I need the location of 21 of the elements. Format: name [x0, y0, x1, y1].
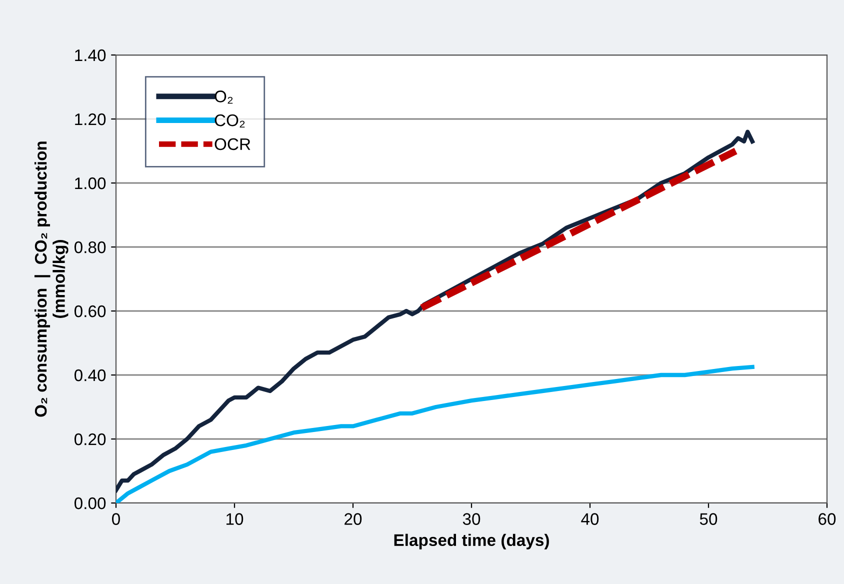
x-tick-label: 50	[700, 513, 718, 525]
x-tick-label: 60	[818, 513, 836, 525]
y-axis-title: O₂ consumption | CO₂ production (mmol/kg)	[34, 142, 68, 417]
y-tick-label: 1.00	[75, 177, 106, 190]
y-tick-label: 0.00	[74, 497, 106, 510]
x-axis-title: Elapsed time (days)	[394, 534, 549, 550]
line-series	[116, 364, 754, 503]
x-tick-label: 30	[462, 513, 480, 525]
y-tick-label: 1.20	[75, 113, 106, 126]
y-tick-label: 1.40	[75, 49, 106, 62]
y-tick-label: 0.80	[74, 241, 106, 254]
legend-label: OCR	[214, 138, 250, 150]
x-tick-label: 10	[226, 513, 244, 525]
y-tick-label: 0.40	[74, 369, 106, 382]
y-tick-label: 0.60	[74, 305, 106, 318]
legend-label: CO₂	[214, 114, 245, 128]
x-tick-label: 0	[112, 513, 120, 525]
x-tick-label: 40	[581, 513, 599, 525]
legend-label: O₂	[214, 90, 233, 104]
x-tick-label: 20	[344, 513, 362, 525]
y-tick-label: 0.20	[74, 433, 106, 446]
